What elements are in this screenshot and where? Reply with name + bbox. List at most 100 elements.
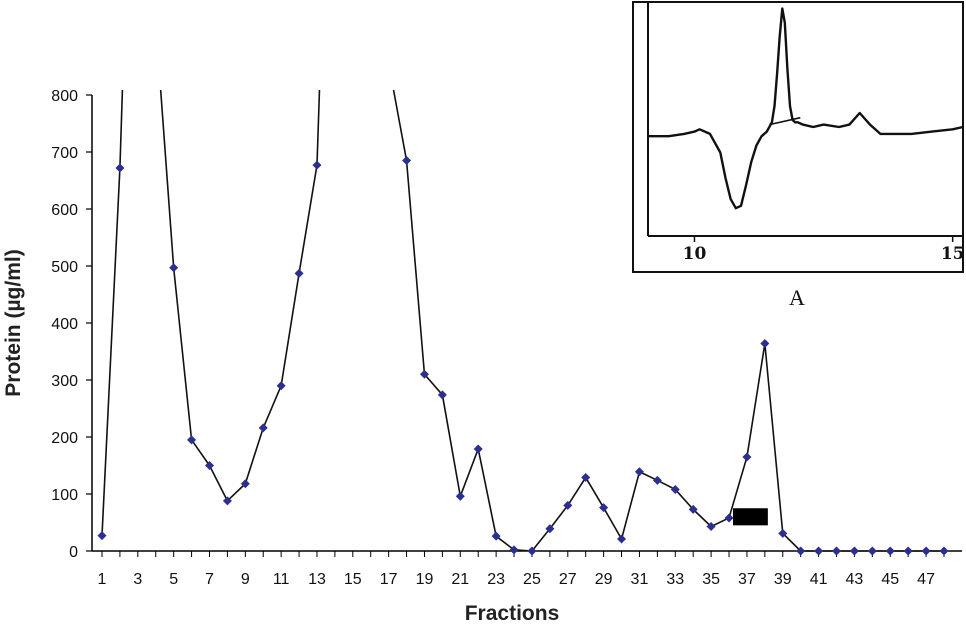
data-point [455, 491, 465, 501]
x-tick-label: 37 [738, 571, 756, 588]
data-point [527, 546, 537, 556]
y-tick-group: 0 100 200 300 400 500 600 700 800 [51, 88, 92, 561]
x-tick-label: 23 [487, 571, 505, 588]
series-line-segment [441, 394, 462, 497]
series-line-segment [392, 89, 408, 161]
data-point [491, 531, 501, 541]
series-line-segment [280, 273, 300, 386]
x-tick-label: 17 [380, 571, 398, 588]
x-tick-label: 31 [631, 571, 649, 588]
x-tick-label: 35 [702, 571, 720, 588]
y-tick-label: 100 [51, 487, 78, 504]
x-tick-label: 39 [774, 571, 792, 588]
series-line-segment [262, 385, 282, 429]
series-line-segment [602, 507, 623, 540]
y-tick-label: 0 [69, 544, 78, 561]
series-line-segment [101, 167, 121, 536]
data-point [814, 546, 824, 556]
data-point [849, 546, 859, 556]
data-point [885, 546, 895, 556]
y-tick-label: 200 [51, 430, 78, 447]
series-line-segment [244, 427, 264, 484]
y-tick-label: 400 [51, 316, 78, 333]
data-point [473, 444, 483, 454]
data-point [437, 390, 447, 400]
data-point [760, 339, 770, 349]
x-tick-label: 9 [241, 571, 250, 588]
data-point [545, 524, 555, 534]
data-point [204, 461, 214, 470]
x-tick-label: 47 [917, 571, 935, 588]
data-point [312, 160, 322, 170]
series-points [97, 156, 949, 556]
data-point [867, 546, 877, 556]
x-tick-label: 13 [308, 571, 326, 588]
inset-peak-baseline [769, 116, 801, 126]
data-point [832, 546, 842, 556]
series-line-segment [316, 89, 321, 166]
x-tick-label: 33 [666, 571, 684, 588]
series-line-segment [549, 504, 569, 530]
x-tick-label: 3 [133, 571, 142, 588]
inset-frame [632, 1, 964, 273]
data-point [276, 381, 286, 391]
data-point [670, 484, 680, 494]
inset-trace [648, 7, 964, 210]
data-point [169, 263, 179, 273]
inset-tick-label: 10 [683, 244, 707, 264]
series-line-segment [746, 343, 766, 458]
x-tick-label: 21 [451, 571, 469, 588]
data-point [563, 500, 573, 510]
data-point [617, 534, 627, 544]
data-point [240, 479, 250, 489]
x-tick-label: 5 [169, 571, 178, 588]
series-line-segment [298, 164, 318, 274]
series-line-segment [405, 160, 426, 375]
data-point [115, 163, 125, 173]
data-point [258, 423, 268, 433]
data-point [581, 472, 591, 482]
y-axis-title: Protein (µg/ml) [2, 249, 25, 396]
y-tick-label: 500 [51, 259, 78, 276]
x-tick-label: 41 [810, 571, 828, 588]
y-tick-label: 800 [51, 88, 78, 105]
x-tick-label: 19 [416, 571, 434, 588]
data-point [294, 268, 304, 278]
data-point [509, 545, 519, 555]
y-tick-label: 700 [51, 145, 78, 162]
data-point [419, 369, 429, 379]
data-point [652, 475, 662, 485]
data-point [402, 156, 412, 166]
series-line-segment [728, 456, 748, 519]
series-line-segment [172, 267, 193, 440]
series-line-segment [190, 439, 211, 466]
inset-chromatogram: 10 15 A [632, 1, 965, 310]
x-tick-group: 1 3 5 7 9 11 13 15 17 19 21 23 25 27 29 31 33 35 37 39 41 43 4… [98, 551, 945, 588]
x-tick-label: 15 [344, 571, 362, 588]
data-point [222, 496, 232, 506]
x-tick-label: 29 [595, 571, 613, 588]
data-point [921, 546, 931, 556]
series-line-segment [692, 508, 712, 528]
y-tick-label: 300 [51, 373, 78, 390]
series-line-segment [567, 477, 587, 506]
fraction-marker [733, 508, 768, 526]
series-line-segment [620, 471, 641, 540]
data-point [903, 546, 913, 556]
x-tick-label: 27 [559, 571, 577, 588]
inset-label: A [789, 285, 805, 310]
series-line-segment [782, 532, 802, 552]
series-line-segment [495, 535, 515, 551]
x-tick-label: 11 [273, 571, 290, 588]
x-tick-label: 43 [846, 571, 864, 588]
data-point [688, 504, 698, 514]
data-point [599, 503, 609, 513]
data-point [778, 528, 788, 538]
x-tick-label: 45 [881, 571, 899, 588]
series-line-segment [764, 343, 784, 534]
series-line-segment [674, 488, 694, 510]
series-line-segment [459, 448, 479, 497]
x-tick-label: 1 [98, 571, 107, 588]
y-tick-label: 600 [51, 202, 78, 219]
